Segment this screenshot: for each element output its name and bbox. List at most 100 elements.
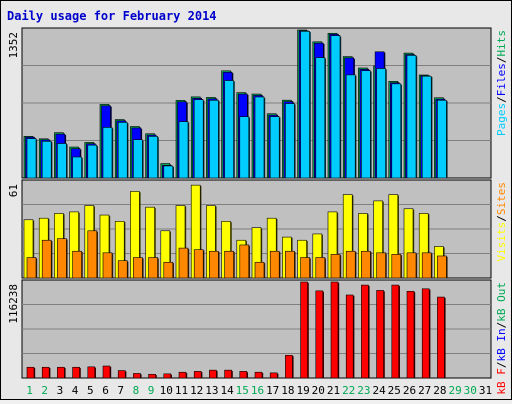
bar-sites-day-8	[133, 257, 143, 279]
panel-3-legend-part-4: kB Out	[495, 282, 508, 322]
x-tick-label-day-1: 1	[26, 384, 33, 397]
bar-kb-f-day-21	[330, 281, 339, 379]
bar-sites-day-16	[254, 261, 265, 279]
bar-kb-f-day-27	[421, 288, 430, 379]
x-tick-label-day-25: 25	[388, 384, 401, 397]
panel-3-legend-part-1: /	[495, 362, 508, 369]
bar-kb-f-day-19	[300, 281, 308, 379]
bar-pages-day-21	[330, 35, 341, 179]
bar-pages-day-8	[133, 139, 143, 179]
x-tick-label-day-16: 16	[251, 384, 264, 397]
x-tick-label-day-14: 14	[220, 384, 234, 397]
x-tick-label-day-12: 12	[190, 384, 203, 397]
bar-pages-day-16	[254, 96, 265, 179]
bar-kb-f-day-7	[117, 370, 126, 379]
x-tick-label-day-19: 19	[296, 384, 309, 397]
bar-pages-day-14	[224, 80, 234, 179]
x-tick-label-day-17: 17	[266, 384, 279, 397]
bar-sites-day-3	[57, 238, 67, 279]
bar-kb-f-day-14	[224, 369, 232, 379]
x-tick-label-day-31: 31	[479, 384, 492, 397]
bar-sites-day-10	[163, 261, 174, 279]
bar-pages-day-22	[345, 74, 356, 179]
bar-sites-day-7	[117, 260, 128, 279]
bar-kb-f-day-25	[391, 284, 400, 379]
x-tick-label-day-29: 29	[448, 384, 461, 397]
bar-kb-f-day-6	[102, 365, 111, 379]
bar-kb-f-day-17	[269, 372, 278, 379]
panel-1-legend-part-3: /	[495, 57, 508, 64]
panel-1-ymax-label: 1352	[7, 32, 20, 59]
panel-3-legend-part-0: kB F	[495, 368, 508, 395]
bar-pages-day-2	[41, 141, 52, 179]
bar-sites-day-4	[72, 250, 82, 279]
bar-sites-day-28	[437, 255, 447, 279]
bar-kb-f-day-18	[285, 354, 293, 379]
bar-pages-day-24	[376, 68, 386, 179]
bar-pages-day-15	[239, 116, 250, 179]
bar-kb-f-day-23	[361, 284, 369, 379]
bar-kb-f-day-24	[376, 290, 384, 379]
bar-sites-day-21	[330, 254, 341, 279]
x-tick-label-day-22: 22	[342, 384, 355, 397]
bar-pages-day-12	[193, 99, 204, 179]
bar-kb-f-day-16	[254, 371, 263, 379]
panel-2-legend-part-2: Sites	[495, 182, 508, 215]
x-tick-label-day-7: 7	[117, 384, 124, 397]
x-tick-label-day-4: 4	[72, 384, 79, 397]
x-tick-label-day-2: 2	[41, 384, 48, 397]
x-tick-label-day-28: 28	[433, 384, 446, 397]
panel-2-legend-part-0: Visits	[495, 222, 508, 262]
bar-pages-day-7	[117, 122, 128, 179]
bar-sites-day-25	[391, 254, 402, 279]
bar-sites-day-22	[345, 250, 356, 279]
bar-sites-day-18	[285, 250, 295, 279]
bar-sites-day-24	[376, 252, 386, 279]
panel-2-legend: Visits/Sites	[495, 182, 508, 262]
x-tick-label-day-27: 27	[418, 384, 431, 397]
bar-sites-day-2	[41, 239, 52, 279]
bar-pages-day-23	[361, 70, 371, 179]
bar-sites-day-13	[209, 250, 219, 279]
bar-kb-f-day-4	[72, 366, 80, 379]
bar-kb-f-day-20	[315, 290, 324, 379]
bar-sites-day-15	[239, 244, 250, 279]
panel-2-legend-part-1: /	[495, 215, 508, 222]
bar-kb-f-day-22	[345, 294, 354, 379]
bar-sites-day-19	[300, 257, 310, 279]
bar-pages-day-25	[391, 83, 402, 179]
bar-kb-f-day-10	[163, 373, 172, 379]
x-tick-label-day-3: 3	[57, 384, 64, 397]
x-tick-label-day-9: 9	[148, 384, 155, 397]
bar-sites-day-23	[361, 250, 371, 279]
x-tick-label-day-6: 6	[102, 384, 109, 397]
x-tick-label-day-18: 18	[281, 384, 294, 397]
bar-pages-day-3	[57, 143, 67, 179]
bar-pages-day-17	[269, 116, 280, 179]
bar-sites-day-17	[269, 250, 280, 279]
panel-1-legend-part-4: Hits	[495, 30, 508, 57]
bar-pages-day-11	[178, 121, 189, 179]
panel-3-ymax-label: 116238	[7, 284, 20, 324]
bar-pages-day-10	[163, 165, 174, 179]
bar-kb-f-day-26	[406, 290, 415, 379]
bar-kb-f-day-1	[26, 366, 35, 379]
panel-1-legend-part-2: Files	[495, 63, 508, 96]
bar-sites-day-27	[421, 252, 432, 279]
x-tick-label-day-10: 10	[160, 384, 173, 397]
bar-sites-day-9	[148, 257, 158, 279]
x-tick-label-day-5: 5	[87, 384, 94, 397]
bar-kb-f-day-12	[193, 371, 202, 379]
bar-pages-day-28	[437, 99, 447, 179]
panel-3-legend-part-2: kB In	[495, 328, 508, 361]
bar-kb-f-day-15	[239, 371, 248, 379]
bar-kb-f-day-8	[133, 373, 141, 379]
x-tick-label-day-15: 15	[236, 384, 249, 397]
x-tick-label-day-30: 30	[464, 384, 477, 397]
bar-kb-f-day-3	[57, 366, 65, 379]
bar-sites-day-6	[102, 252, 113, 279]
bar-pages-day-20	[315, 57, 326, 179]
bar-kb-f-day-11	[178, 371, 187, 379]
x-tick-label-day-11: 11	[175, 384, 188, 397]
